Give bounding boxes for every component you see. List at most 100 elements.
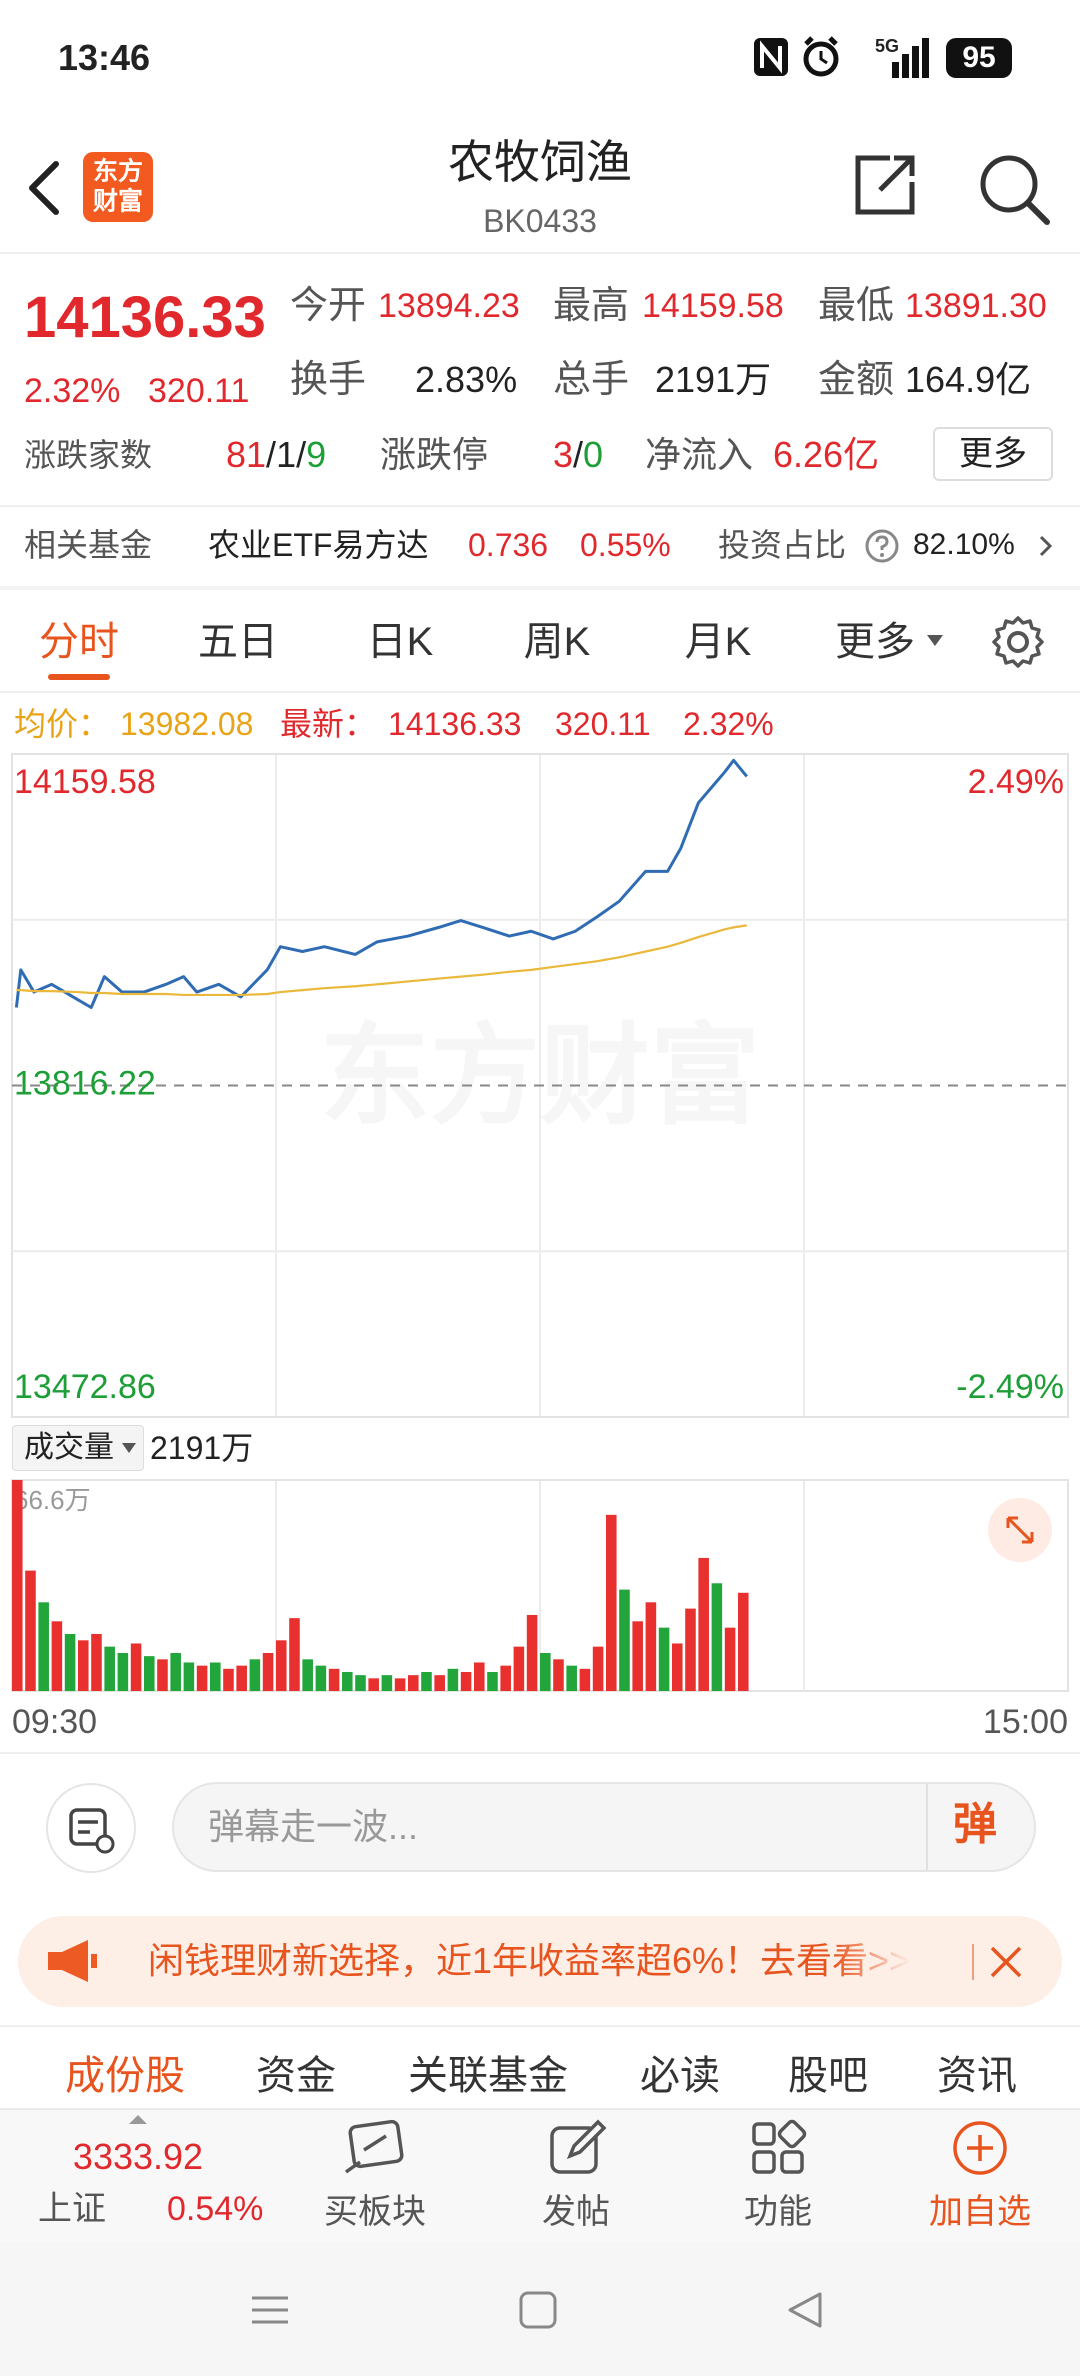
toolbar-button[interactable]: 买板块 bbox=[324, 2193, 426, 2231]
chevron bbox=[1039, 535, 1053, 557]
breadth-up: 81 bbox=[226, 434, 267, 475]
volume-bar bbox=[579, 1668, 591, 1691]
x-tick-label: 09:30 bbox=[12, 1703, 97, 1740]
inflow-label: 净流入 bbox=[645, 434, 754, 475]
more-button[interactable] bbox=[933, 427, 1053, 481]
close-banner[interactable] bbox=[988, 1944, 1024, 1980]
toolbar-button[interactable]: 加自选 bbox=[929, 2193, 1031, 2231]
y-tick-label: 14159.58 bbox=[14, 763, 156, 801]
volume-bar bbox=[289, 1618, 300, 1691]
more-text: 更多 bbox=[959, 435, 1027, 473]
logo-text: 东方 bbox=[92, 157, 144, 186]
dropdown-arrow bbox=[927, 635, 943, 646]
tab[interactable]: 五日 bbox=[198, 620, 278, 664]
settings-button[interactable] bbox=[990, 614, 1046, 670]
volume-bar bbox=[394, 1678, 406, 1691]
volume-bar bbox=[658, 1627, 670, 1691]
volume-bar bbox=[592, 1646, 604, 1691]
avg-value: 13982.08 bbox=[120, 706, 254, 742]
stat-label: 最低 bbox=[818, 285, 895, 327]
tab[interactable]: 分时 bbox=[39, 620, 119, 664]
volume-bar bbox=[328, 1668, 340, 1691]
volume-bar bbox=[513, 1646, 525, 1691]
section-tab[interactable]: 成份股 bbox=[65, 2054, 185, 2098]
latest-change: 320.11 bbox=[555, 706, 651, 742]
search-button[interactable] bbox=[975, 150, 1055, 230]
nav-home[interactable] bbox=[519, 2291, 557, 2329]
price-line bbox=[14, 758, 748, 1010]
toolbar-button[interactable]: 发帖 bbox=[542, 2193, 610, 2231]
volume-bar bbox=[487, 1671, 498, 1691]
tab[interactable]: 月K bbox=[684, 620, 752, 664]
section-tab[interactable]: 资金 bbox=[256, 2054, 336, 2098]
latest-label: 最新： bbox=[280, 706, 377, 742]
help-icon[interactable] bbox=[864, 528, 900, 564]
volume-bar bbox=[249, 1659, 261, 1691]
stat-value: 164.9亿 bbox=[905, 359, 1032, 400]
divider bbox=[0, 691, 1080, 693]
share-button[interactable] bbox=[850, 150, 920, 220]
stat-label: 今开 bbox=[290, 285, 367, 327]
expand-button[interactable] bbox=[988, 1498, 1052, 1562]
stat-value: 2.83% bbox=[415, 359, 518, 400]
divider bbox=[0, 1752, 1080, 1754]
section-tab[interactable]: 关联基金 bbox=[408, 2054, 568, 2098]
volume-bar bbox=[606, 1514, 617, 1691]
volume-bar bbox=[685, 1608, 696, 1691]
divider bbox=[0, 505, 1080, 507]
comment-input[interactable] bbox=[172, 1782, 1036, 1872]
volume-bar bbox=[698, 1557, 709, 1691]
stat-value: 14159.58 bbox=[642, 287, 784, 325]
y2-tick-label: 2.49% bbox=[968, 763, 1064, 801]
dropdown-arrow bbox=[122, 1443, 136, 1453]
volume-bar bbox=[315, 1665, 327, 1691]
latest-change-pct: 2.32% bbox=[683, 706, 774, 742]
volume-bar bbox=[460, 1671, 472, 1691]
volume-bar bbox=[474, 1662, 485, 1691]
limit-down: 0 bbox=[583, 434, 604, 475]
status-time: 13:46 bbox=[58, 37, 151, 78]
volume-bar bbox=[51, 1621, 63, 1691]
banner-text: 闲钱理财新选择，近1年收益率超6%！去看看>> bbox=[148, 1943, 911, 1979]
volume-bar bbox=[447, 1668, 459, 1691]
toolbar-button[interactable]: 功能 bbox=[744, 2193, 812, 2231]
change-pct: 2.32% bbox=[24, 372, 121, 410]
tab[interactable]: 日K bbox=[366, 620, 434, 664]
volume-bar bbox=[566, 1665, 577, 1691]
fund-name[interactable]: 农业ETF易方达 bbox=[208, 527, 429, 563]
volume-bar bbox=[262, 1652, 274, 1691]
nav-back[interactable] bbox=[788, 2292, 822, 2328]
post-icon bbox=[550, 2119, 607, 2174]
latest-value: 14136.33 bbox=[388, 706, 522, 742]
fund-change: 0.55% bbox=[580, 527, 671, 563]
stock-code: BK0433 bbox=[483, 203, 597, 239]
volume-bar bbox=[157, 1659, 168, 1691]
nav-bar bbox=[0, 2242, 1080, 2376]
tab[interactable]: 周K bbox=[523, 620, 591, 664]
tab[interactable]: 更多 bbox=[835, 620, 915, 664]
stat-value: 13891.30 bbox=[905, 287, 1047, 325]
danmaku-settings[interactable] bbox=[45, 1782, 137, 1874]
toolbar bbox=[0, 2108, 1080, 2242]
up-marker bbox=[129, 2115, 147, 2124]
danmaku-button[interactable]: 弹 bbox=[953, 1800, 997, 1849]
fund-price: 0.736 bbox=[468, 527, 549, 563]
volume-selector[interactable] bbox=[12, 1425, 144, 1471]
section-tab[interactable]: 股吧 bbox=[788, 2054, 868, 2098]
volume-bar bbox=[12, 1480, 23, 1691]
volume-bar bbox=[130, 1643, 142, 1691]
back-button[interactable] bbox=[20, 158, 70, 218]
volume-bar bbox=[78, 1640, 89, 1691]
index-value[interactable]: 3333.92 bbox=[72, 2136, 204, 2177]
nav-buttons bbox=[252, 2291, 822, 2329]
section-tab[interactable]: 资讯 bbox=[937, 2054, 1017, 2098]
comment-placeholder: 弹幕走一波... bbox=[208, 1806, 419, 1847]
section-tab[interactable]: 必读 bbox=[640, 2054, 720, 2098]
logo-text: 财富 bbox=[92, 187, 144, 216]
logo bbox=[83, 152, 153, 222]
volume-bar bbox=[672, 1643, 683, 1691]
nav-menu[interactable] bbox=[252, 2296, 288, 2324]
divider bbox=[0, 586, 1080, 590]
banner[interactable] bbox=[18, 1916, 1062, 2007]
